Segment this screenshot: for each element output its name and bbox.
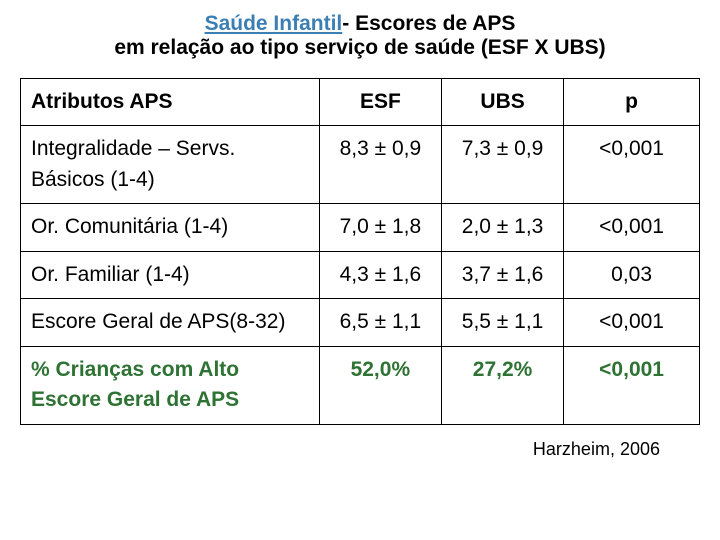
cell: 2,0 ± 1,3 xyxy=(441,204,563,251)
table-header-row: Atributos APS ESF UBS p xyxy=(21,79,700,126)
cell: % Crianças com Alto Escore Geral de APS xyxy=(21,346,320,424)
cell: Escore Geral de APS(8-32) xyxy=(21,299,320,346)
cell: 0,03 xyxy=(564,251,700,298)
title-block: Saúde Infantil- Escores de APS em relaçã… xyxy=(20,12,700,60)
title-rest1: - Escores de APS xyxy=(342,12,515,35)
col-ubs: UBS xyxy=(441,79,563,126)
cell: Or. Familiar (1-4) xyxy=(21,251,320,298)
cell: 52,0% xyxy=(319,346,441,424)
title-line1: Saúde Infantil- Escores de APS xyxy=(20,12,700,36)
cell: <0,001 xyxy=(564,346,700,424)
table-row: Integralidade – Servs. Básicos (1-4)8,3 … xyxy=(21,126,700,204)
cell: <0,001 xyxy=(564,299,700,346)
source-citation: Harzheim, 2006 xyxy=(20,439,700,460)
table-row: Or. Familiar (1-4)4,3 ± 1,63,7 ± 1,60,03 xyxy=(21,251,700,298)
cell: <0,001 xyxy=(564,126,700,204)
table-row: % Crianças com Alto Escore Geral de APS5… xyxy=(21,346,700,424)
cell: 3,7 ± 1,6 xyxy=(441,251,563,298)
cell: 7,3 ± 0,9 xyxy=(441,126,563,204)
cell: 6,5 ± 1,1 xyxy=(319,299,441,346)
aps-table: Atributos APS ESF UBS p Integralidade – … xyxy=(20,78,700,425)
cell: 27,2% xyxy=(441,346,563,424)
title-accent: Saúde Infantil xyxy=(205,12,343,35)
cell: <0,001 xyxy=(564,204,700,251)
col-p: p xyxy=(564,79,700,126)
cell: 8,3 ± 0,9 xyxy=(319,126,441,204)
cell: 7,0 ± 1,8 xyxy=(319,204,441,251)
cell: Or. Comunitária (1-4) xyxy=(21,204,320,251)
col-attr: Atributos APS xyxy=(21,79,320,126)
col-esf: ESF xyxy=(319,79,441,126)
title-line2: em relação ao tipo serviço de saúde (ESF… xyxy=(20,36,700,60)
cell: 4,3 ± 1,6 xyxy=(319,251,441,298)
table-row: Escore Geral de APS(8-32)6,5 ± 1,15,5 ± … xyxy=(21,299,700,346)
table-row: Or. Comunitária (1-4)7,0 ± 1,82,0 ± 1,3<… xyxy=(21,204,700,251)
cell: 5,5 ± 1,1 xyxy=(441,299,563,346)
cell: Integralidade – Servs. Básicos (1-4) xyxy=(21,126,320,204)
